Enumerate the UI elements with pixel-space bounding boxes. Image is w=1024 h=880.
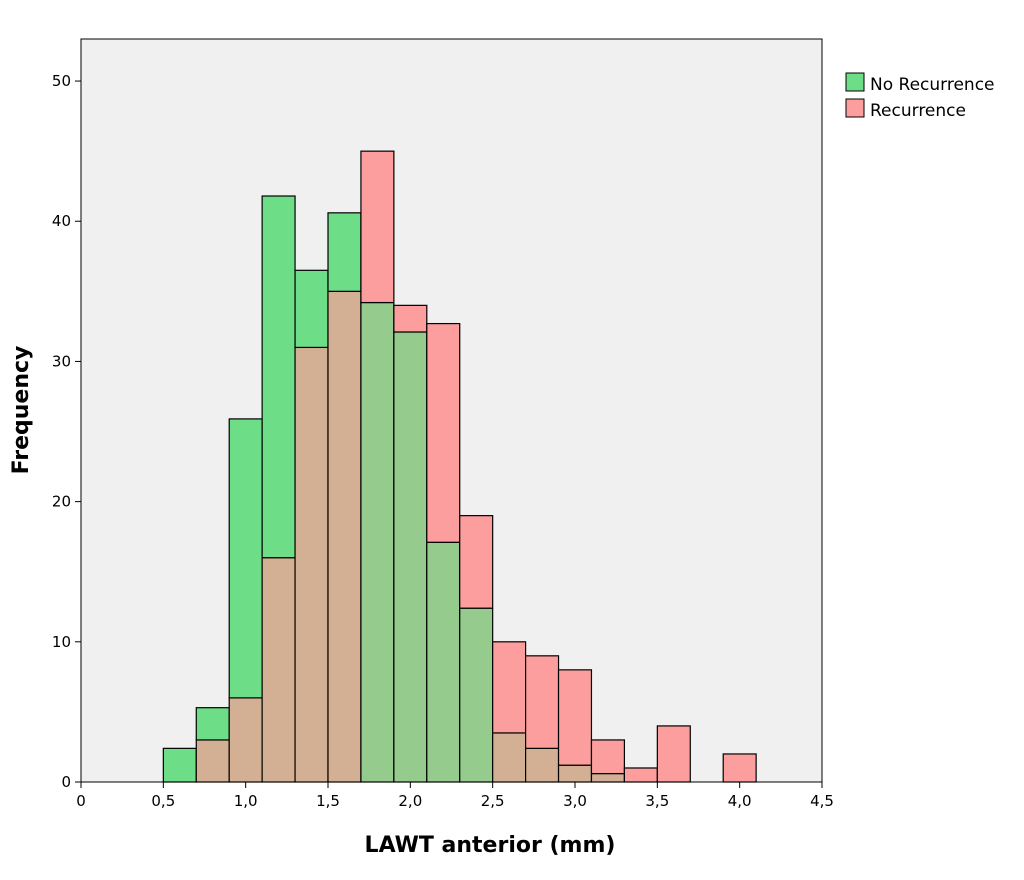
bar-no-recurrence <box>261 195 296 559</box>
bar-overlap <box>393 331 428 783</box>
bar-recurrence <box>722 753 757 783</box>
bar-overlap <box>195 739 230 783</box>
legend: No Recurrence Recurrence <box>845 72 995 121</box>
x-tick-label: 4,0 <box>728 792 752 810</box>
legend-swatch-no-recurrence <box>845 72 865 92</box>
x-tick-label: 2,0 <box>398 792 422 810</box>
y-tick-label: 30 <box>52 352 71 370</box>
bar-overlap <box>459 607 494 783</box>
bar-recurrence <box>426 322 461 543</box>
bar-overlap <box>426 541 461 783</box>
legend-label-no-recurrence: No Recurrence <box>870 75 995 95</box>
bar-overlap <box>294 346 329 783</box>
bar-overlap <box>557 764 593 783</box>
bar-no-recurrence <box>327 212 362 292</box>
bar-overlap <box>590 772 626 783</box>
bar-overlap <box>524 747 560 783</box>
legend-label-recurrence: Recurrence <box>870 101 966 121</box>
bar-no-recurrence <box>294 269 329 349</box>
legend-swatch-recurrence <box>845 98 865 118</box>
x-tick-label: 0,5 <box>151 792 175 810</box>
x-tick-label: 0 <box>76 792 86 810</box>
bars-layer <box>162 150 757 783</box>
bar-overlap <box>261 557 296 783</box>
y-tick-label: 40 <box>52 212 71 230</box>
bar-overlap <box>327 290 362 783</box>
y-tick-label: 10 <box>52 633 71 651</box>
bar-recurrence <box>590 739 626 775</box>
bar-no-recurrence <box>162 747 197 783</box>
y-axis: 0 10 20 30 40 50 <box>52 72 81 791</box>
bar-recurrence <box>656 725 691 783</box>
bar-no-recurrence <box>195 707 230 741</box>
bar-recurrence <box>393 304 428 333</box>
x-tick-label: 4,5 <box>810 792 834 810</box>
bar-overlap <box>360 301 395 783</box>
bar-recurrence <box>459 515 494 609</box>
bar-overlap <box>492 732 527 783</box>
bar-recurrence <box>557 669 593 766</box>
bar-recurrence <box>360 150 395 304</box>
bar-no-recurrence <box>228 418 263 699</box>
x-tick-label: 3,0 <box>563 792 587 810</box>
x-tick-label: 3,5 <box>645 792 669 810</box>
x-tick-label: 1,0 <box>234 792 258 810</box>
x-axis-title: LAWT anterior (mm) <box>365 833 616 858</box>
x-axis: 0 0,5 1,0 1,5 2,0 2,5 3,0 3,5 4,0 4,5 <box>76 782 834 810</box>
bar-recurrence <box>524 655 560 749</box>
y-axis-title: Frequency <box>9 346 34 475</box>
y-tick-label: 20 <box>52 493 71 511</box>
bar-recurrence <box>623 767 658 783</box>
bar-overlap <box>228 697 263 783</box>
bar-recurrence <box>492 641 527 734</box>
x-tick-label: 2,5 <box>481 792 505 810</box>
y-tick-label: 0 <box>61 773 71 791</box>
y-tick-label: 50 <box>52 72 71 90</box>
x-tick-label: 1,5 <box>316 792 340 810</box>
